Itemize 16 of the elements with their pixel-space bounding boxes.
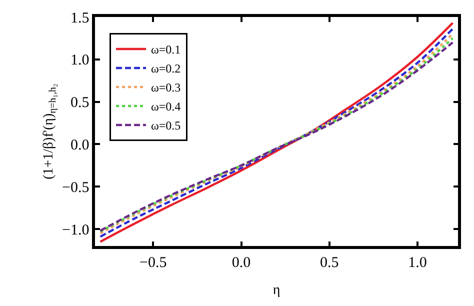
y-tick-label: 1.5	[70, 10, 90, 26]
y-tick-label: 1.0	[70, 52, 90, 69]
y-tick-label: 0.5	[70, 95, 90, 112]
y-tick-label: −0.5	[62, 180, 90, 196]
x-tick-label: 0.0	[232, 254, 251, 271]
x-tick-label: −0.5	[140, 254, 167, 271]
legend-label: ω=0.1	[151, 42, 181, 57]
legend-label: ω=0.4	[151, 100, 181, 114]
x-tick-label: 0.5	[320, 254, 339, 271]
y-tick-label: 0.0	[70, 137, 90, 154]
legend-label: ω=0.5	[151, 118, 181, 133]
x-tick-label: 1.0	[408, 254, 427, 271]
x-axis-title: η	[272, 283, 280, 298]
y-tick-label: −1.0	[62, 222, 90, 238]
legend-label: ω=0.3	[151, 80, 181, 95]
legend-label: ω=0.2	[151, 62, 181, 76]
